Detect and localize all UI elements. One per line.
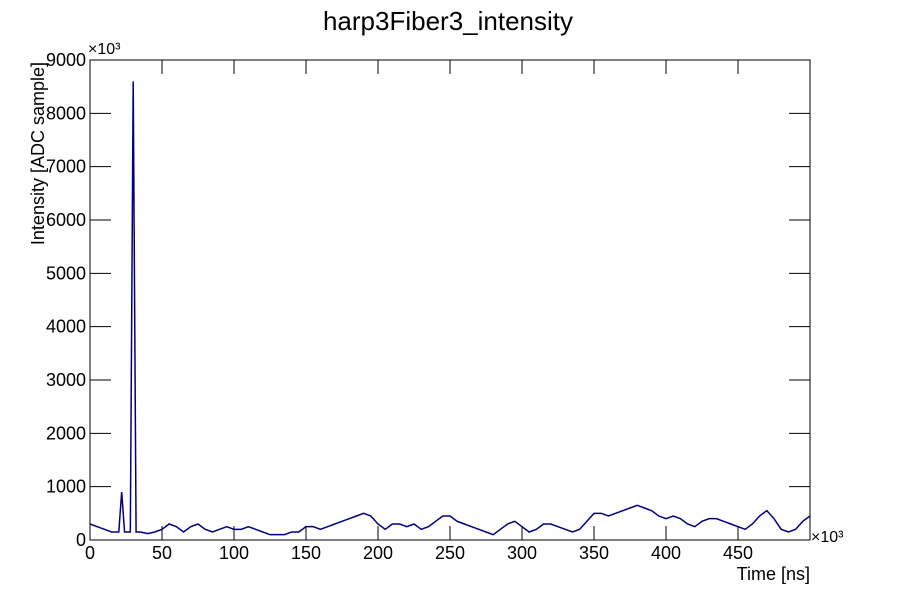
x-tick-label: 450 [723, 543, 753, 563]
y-tick-label: 3000 [46, 370, 86, 390]
x-tick-label: 0 [85, 543, 95, 563]
plot-frame [89, 59, 811, 541]
x-tick-label: 50 [152, 543, 172, 563]
data-line [89, 81, 811, 536]
x-tick-label: 300 [507, 543, 537, 563]
y-tick-label: 7000 [46, 157, 86, 177]
chart-title: harp3Fiber3_intensity [323, 6, 573, 36]
x-tick-label: 150 [291, 543, 321, 563]
x-tick-label: 200 [363, 543, 393, 563]
y-tick-label: 0 [76, 530, 86, 550]
y-tick-label: 5000 [46, 263, 86, 283]
y-tick-label: 8000 [46, 103, 86, 123]
x-multiplier: ×10³ [811, 529, 844, 546]
y-tick-label: 6000 [46, 210, 86, 230]
x-tick-label: 350 [579, 543, 609, 563]
y-tick-label: 2000 [46, 423, 86, 443]
x-tick-label: 100 [219, 543, 249, 563]
x-tick-label: 400 [651, 543, 681, 563]
y-axis-title: Intensity [ADC sample] [28, 62, 48, 245]
x-tick-label: 250 [435, 543, 465, 563]
y-multiplier: ×10³ [88, 41, 121, 58]
y-tick-label: 9000 [46, 50, 86, 70]
y-tick-label: 4000 [46, 317, 86, 337]
y-tick-label: 1000 [46, 477, 86, 497]
x-axis-title: Time [ns] [737, 564, 810, 584]
